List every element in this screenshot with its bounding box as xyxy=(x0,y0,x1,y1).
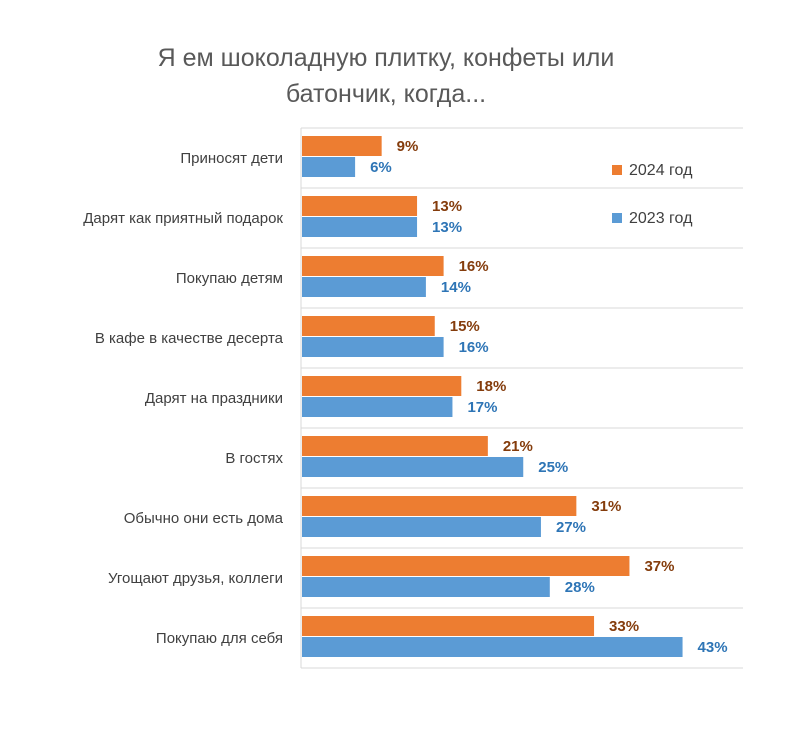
legend-swatch-2023 xyxy=(612,213,622,223)
data-label-2023: 25% xyxy=(538,459,568,476)
category-label: В кафе в качестве десерта xyxy=(95,330,284,347)
data-label-2024: 16% xyxy=(459,258,489,275)
category-label: Покупаю для себя xyxy=(156,630,283,647)
legend-label-2024: 2024 год xyxy=(629,162,693,179)
data-label-2023: 27% xyxy=(556,519,586,536)
data-label-2024: 13% xyxy=(432,198,462,215)
chart-title-line-1: Я ем шоколадную плитку, конфеты или xyxy=(158,44,615,72)
bar-2024 xyxy=(302,556,630,576)
bar-2024 xyxy=(302,616,595,636)
bar-2023 xyxy=(302,217,418,237)
category-label: Приносят дети xyxy=(180,150,283,167)
data-label-2024: 21% xyxy=(503,438,533,455)
data-label-2023: 13% xyxy=(432,219,462,236)
bar-2023 xyxy=(302,397,453,417)
bar-2023 xyxy=(302,277,426,297)
bar-2023 xyxy=(302,457,524,477)
legend-swatch-2024 xyxy=(612,165,622,175)
data-label-2023: 6% xyxy=(370,159,392,176)
bar-2023 xyxy=(302,637,683,657)
bar-2023 xyxy=(302,157,356,177)
category-label: Угощают друзья, коллеги xyxy=(108,570,283,587)
data-label-2023: 14% xyxy=(441,279,471,296)
bar-2024 xyxy=(302,256,444,276)
category-label: Дарят как приятный подарок xyxy=(83,210,283,227)
bar-2024 xyxy=(302,436,488,456)
category-label: Дарят на праздники xyxy=(145,390,283,407)
bar-2023 xyxy=(302,517,541,537)
bar-2024 xyxy=(302,316,435,336)
category-labels: Приносят дети Дарят как приятный подарок П… xyxy=(83,150,283,647)
bar-2024 xyxy=(302,496,577,516)
data-label-2023: 16% xyxy=(459,339,489,356)
bar-2023 xyxy=(302,337,444,357)
data-label-2024: 37% xyxy=(644,558,674,575)
data-label-2023: 28% xyxy=(565,579,595,596)
chart-title-line-2: батончик, когда... xyxy=(286,80,486,108)
category-label: Покупаю детям xyxy=(176,270,283,287)
data-label-2024: 33% xyxy=(609,618,639,635)
data-label-2024: 18% xyxy=(476,378,506,395)
legend: 2024 год 2023 год xyxy=(612,162,693,227)
data-label-2024: 31% xyxy=(591,498,621,515)
bar-2024 xyxy=(302,196,418,216)
data-label-2024: 9% xyxy=(397,138,419,155)
category-label: В гостях xyxy=(225,450,283,467)
data-label-2023: 43% xyxy=(698,639,728,656)
category-label: Обычно они есть дома xyxy=(124,510,284,527)
data-label-2024: 15% xyxy=(450,318,480,335)
bar-2024 xyxy=(302,136,382,156)
gridlines xyxy=(301,127,743,669)
bars: 9% 6% 13% 13% 16% 14% 15% 16% 18% 17% 21% 25% 31% 27%… xyxy=(302,136,728,657)
legend-label-2023: 2023 год xyxy=(629,210,693,227)
bar-2024 xyxy=(302,376,462,396)
data-label-2023: 17% xyxy=(467,399,497,416)
bar-2023 xyxy=(302,577,550,597)
